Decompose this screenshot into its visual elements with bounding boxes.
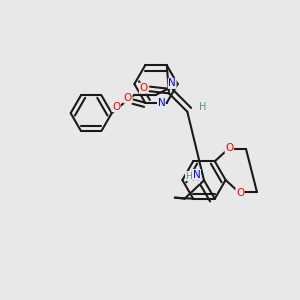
Text: N: N [188, 173, 196, 183]
Text: N: N [158, 98, 165, 108]
Text: N: N [193, 170, 200, 180]
Text: O: O [112, 102, 120, 112]
Text: H: H [192, 173, 200, 183]
Text: H: H [185, 172, 192, 181]
Text: O: O [140, 83, 148, 93]
Text: H: H [199, 102, 206, 112]
Text: O: O [236, 188, 244, 198]
Text: O: O [225, 143, 233, 153]
Text: O: O [124, 93, 132, 103]
Text: N: N [168, 78, 176, 88]
